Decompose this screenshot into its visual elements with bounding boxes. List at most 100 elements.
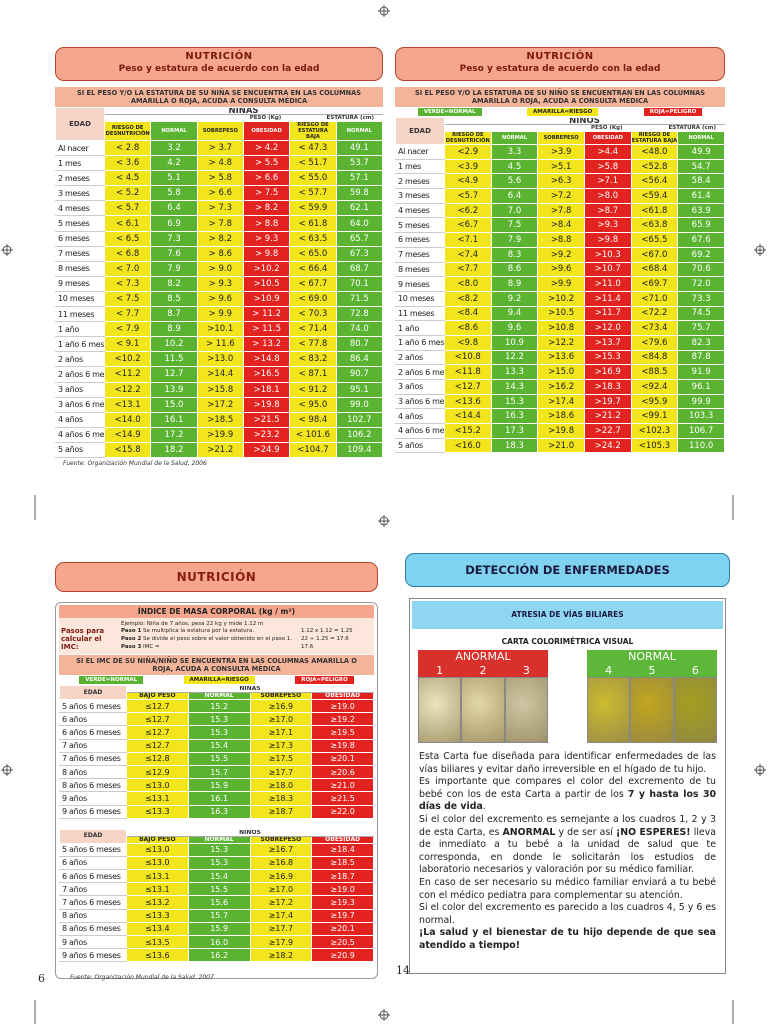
header-row: RIESGO DE DESNUTRICIÓN NORMAL SOBREPESO OBE… <box>396 131 725 145</box>
cell: >13.0 <box>196 351 244 368</box>
cell: >7.8 <box>537 202 585 219</box>
cell: 70.1 <box>335 275 384 292</box>
age-cell: 6 meses <box>395 232 445 248</box>
table-row: 6 meses <7.1 7.9 >8.8 >9.8 <65.5 67.6 <box>395 232 725 248</box>
cell: 15.0 <box>150 396 198 413</box>
group-label: ANORMAL <box>418 650 548 664</box>
age-header: EDAD <box>59 828 127 844</box>
height-header: ESTATURA (cm) <box>289 114 383 122</box>
cell: 15.5 <box>187 751 251 766</box>
cell: ≥17.0 <box>249 882 313 897</box>
cell: 16.3 <box>187 804 251 819</box>
cell: >17.2 <box>196 396 244 413</box>
age-cell: 11 meses <box>395 305 445 322</box>
cell: ≤13.5 <box>126 934 189 950</box>
age-cell: 5 años <box>395 437 445 454</box>
cell: < 70.3 <box>289 306 337 323</box>
table-row: 3 años 6 meses<13.615.3>17.4>19.7<95.999… <box>395 393 725 410</box>
table-row: 11 meses <8.4 9.4 >10.5 >11.7 <72.2 74.5 <box>395 305 725 322</box>
age-cell: 2 meses <box>395 173 445 190</box>
cell: 72.0 <box>677 276 725 292</box>
notice: SI EL IMC DE SU NIÑA/NIÑO SE ENCUENTRA E… <box>59 655 374 675</box>
cell: 82.3 <box>677 334 725 351</box>
age-cell: 1 año 6 meses <box>395 334 445 351</box>
cell: > 9.3 <box>242 230 291 247</box>
cell: 18.3 <box>490 437 539 454</box>
cell: ≤13.1 <box>126 791 189 806</box>
cell: 15.9 <box>187 921 251 937</box>
cell: 96.1 <box>677 379 725 395</box>
cell: > 5.8 <box>196 170 244 187</box>
cell: > 11.6 <box>196 336 244 353</box>
cell: < 101.6 <box>289 426 337 443</box>
table-row: 9 meses <8.0 8.9 >9.9 >11.0 <69.7 72.0 <box>395 276 725 292</box>
cell: 6.4 <box>490 188 539 204</box>
age-cell: 2 años 6 meses <box>395 364 445 380</box>
cell: < 9.1 <box>103 336 152 353</box>
age-cell: 9 años <box>59 791 127 806</box>
text: Es importante que compares el color del … <box>419 776 716 800</box>
cell: < 7.9 <box>103 321 152 338</box>
age-cell: 8 años 6 meses <box>59 778 127 793</box>
cell: >9.8 <box>583 232 632 248</box>
cell: ≥17.2 <box>249 895 313 910</box>
paragraph: ¡La salud y el bienestar de tu hijo depe… <box>419 927 716 952</box>
table-row: 6 meses < 6.5 7.3 > 8.2 > 9.3 < 63.5 65.7 <box>55 230 384 247</box>
cell: ≥19.2 <box>311 712 374 727</box>
cell: ≥20.6 <box>311 764 374 780</box>
cell: 15.4 <box>187 869 251 884</box>
panel-title: NUTRICIÓN <box>526 51 594 62</box>
header-row: EDAD NIÑOS <box>59 828 374 844</box>
cell: >16.5 <box>242 366 291 383</box>
cell: > 13.2 <box>242 336 291 353</box>
cell: 10.9 <box>490 334 539 351</box>
cell: 16.3 <box>490 408 539 425</box>
text: . <box>482 801 486 813</box>
cell: >9.9 <box>537 276 585 292</box>
cell: ≤12.7 <box>126 712 189 727</box>
cell: 87.8 <box>677 349 725 366</box>
panel-title: NUTRICIÓN <box>185 51 253 62</box>
cell: > 9.9 <box>196 306 244 323</box>
cell: < 2.8 <box>103 139 152 157</box>
cell: <8.6 <box>444 320 492 336</box>
cell: < 57.7 <box>289 185 337 202</box>
cell: >18.5 <box>196 411 244 428</box>
step: Paso 2 Se divide el peso sobre el valor o… <box>121 635 353 643</box>
table-row: 5 años 6 meses ≤12.7 15.2 ≥16.9 ≥19.0 <box>59 698 374 714</box>
cell: 16.1 <box>187 791 251 806</box>
age-cell: 2 años 6 meses <box>55 366 105 383</box>
age-cell: 6 años 6 meses <box>59 869 127 884</box>
cell: 7.6 <box>150 245 198 262</box>
age-cell: Al nacer <box>395 144 445 160</box>
cell: >16.9 <box>583 364 632 380</box>
table-row: 3 meses < 5.2 5.8 > 6.6 > 7.5 < 57.7 59.8 <box>55 185 384 202</box>
age-cell: 3 años <box>395 379 445 395</box>
cell: ≥18.2 <box>249 948 313 963</box>
color-legend: VERDE=NORMAL AMARILLA=RIESGO ROJA=PELIGRO <box>395 107 725 117</box>
table-row: 2 meses <4.9 5.6 >6.3 >7.1 <56.4 58.4 <box>395 173 725 190</box>
column-header: OBESIDAD <box>583 131 632 145</box>
steps: Pasos para calcular el IMC: Ejemplo: Niña… <box>59 618 374 654</box>
header-row: EDAD NIÑAS <box>59 685 374 700</box>
cell: 17.3 <box>490 423 539 439</box>
cell: > 6.6 <box>196 185 244 202</box>
cell: ≥19.8 <box>311 738 374 753</box>
table-row: 4 años <14.0 16.1 >18.5 >21.5 < 98.4 102.7 <box>55 411 384 428</box>
cell: 11.5 <box>150 351 198 368</box>
table-row: 7 años 6 meses ≤12.8 15.5 ≥17.5 ≥20.1 <box>59 751 374 766</box>
cell: ≤13.6 <box>126 948 189 963</box>
cell: 7.0 <box>490 202 539 219</box>
age-cell: 10 meses <box>55 290 105 308</box>
age-cell: 6 años 6 meses <box>59 725 127 740</box>
cell: 53.7 <box>335 155 384 172</box>
cell: > 9.8 <box>242 245 291 262</box>
source: Fuente: Organización Mundial de la Salud… <box>70 974 214 981</box>
example: Ejemplo: Niña de 7 años, pesa 22 kg y mi… <box>121 621 264 627</box>
table-row: 7 años ≤13.1 15.5 ≥17.0 ≥19.0 <box>59 882 374 897</box>
detection-panel: DETECCIÓN DE ENFERMEDADES ATRESIA DE VÍAS… <box>405 553 730 974</box>
table-row: 3 años <12.2 13.9 >15.8 >18.1 < 91.2 95.1 <box>55 381 384 398</box>
table-row: 9 años 6 meses ≤13.3 16.3 ≥18.7 ≥22.0 <box>59 804 374 819</box>
cell: 4.5 <box>490 158 539 175</box>
